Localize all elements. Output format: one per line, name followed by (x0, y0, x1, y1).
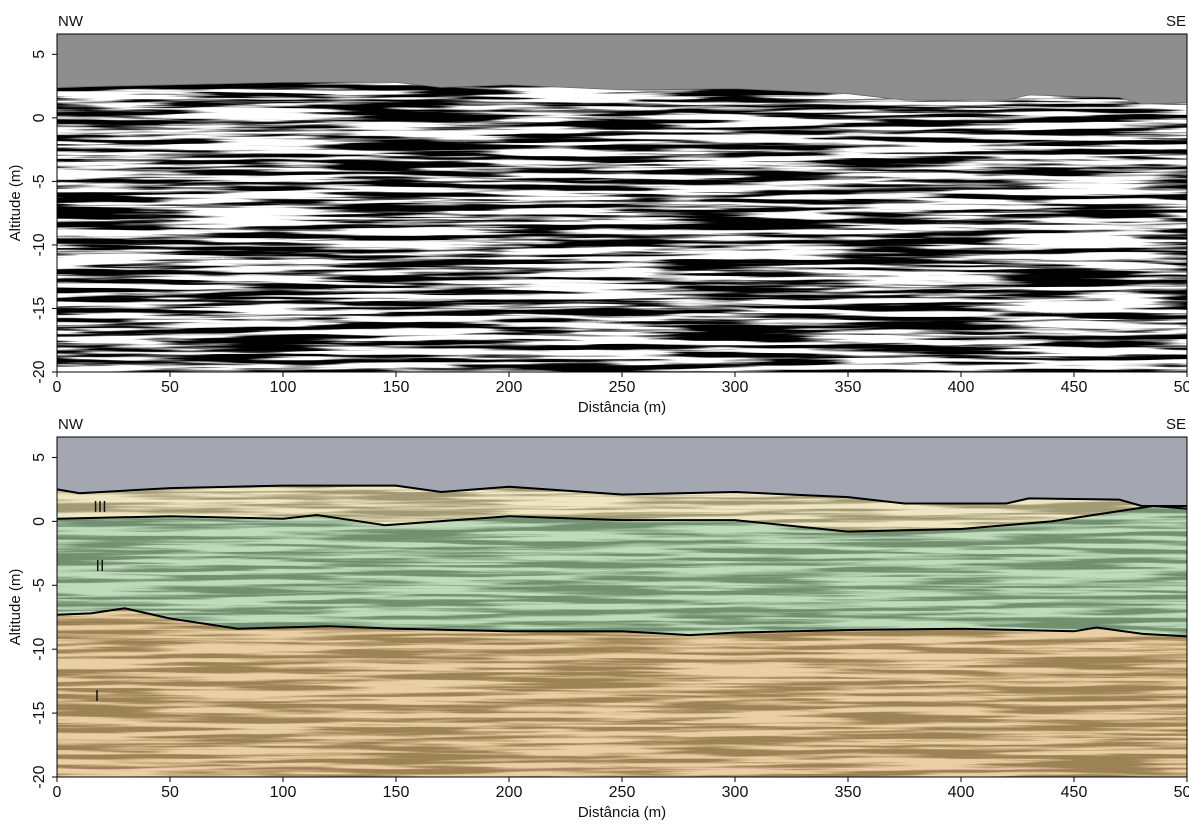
layer-label: III (93, 499, 106, 516)
y-tick-label: -15 (31, 297, 48, 320)
x-tick-label: 300 (722, 379, 749, 396)
right-label: SE (1166, 416, 1186, 433)
x-tick-label: 500 (1174, 784, 1189, 801)
y-tick-label: -20 (31, 765, 48, 788)
x-tick-label: 0 (53, 784, 62, 801)
y-tick-label: -10 (31, 638, 48, 661)
panel: IIIIII050100150200250300350400450500-20-… (7, 416, 1189, 821)
x-tick-label: 100 (270, 379, 297, 396)
radargram-texture (57, 82, 1187, 372)
y-tick-label: -5 (31, 578, 48, 592)
horizon-line (56, 607, 1188, 638)
radargram (57, 82, 1187, 372)
horizon-line (56, 81, 1188, 105)
x-tick-label: 150 (383, 379, 410, 396)
x-axis-title: Distância (m) (578, 399, 666, 416)
y-tick-label: 0 (31, 113, 48, 122)
x-tick-label: 200 (496, 784, 523, 801)
x-tick-label: 250 (609, 379, 636, 396)
x-tick-label: 350 (835, 784, 862, 801)
layer-label: II (96, 558, 105, 575)
x-axis-title: Distância (m) (578, 804, 666, 821)
y-axis-title: Altitude (m) (7, 569, 24, 646)
x-tick-label: 400 (948, 784, 975, 801)
x-tick-label: 500 (1174, 379, 1189, 396)
x-tick-label: 350 (835, 379, 862, 396)
x-tick-label: 450 (1061, 784, 1088, 801)
y-tick-label: -20 (31, 360, 48, 383)
y-tick-label: -5 (31, 174, 48, 188)
x-tick-label: 400 (948, 379, 975, 396)
x-tick-label: 250 (609, 784, 636, 801)
x-tick-label: 50 (161, 784, 179, 801)
left-label: NW (58, 416, 84, 433)
x-tick-label: 0 (53, 379, 62, 396)
horizon-line (56, 504, 1188, 533)
x-tick-label: 50 (161, 379, 179, 396)
layer-label: I (95, 688, 99, 705)
x-tick-label: 450 (1061, 379, 1088, 396)
y-tick-label: 5 (31, 50, 48, 59)
y-tick-label: 0 (31, 517, 48, 526)
y-tick-label: 5 (31, 453, 48, 462)
y-axis-title: Altitude (m) (7, 165, 24, 242)
horizon-line (56, 484, 1187, 507)
x-tick-label: 100 (270, 784, 297, 801)
right-label: SE (1166, 13, 1186, 30)
x-tick-label: 300 (722, 784, 749, 801)
y-tick-label: -15 (31, 701, 48, 724)
x-tick-label: 150 (383, 784, 410, 801)
panel: 050100150200250300350400450500-20-15-10-… (7, 13, 1189, 416)
y-tick-label: -10 (31, 233, 48, 256)
left-label: NW (58, 13, 84, 30)
x-tick-label: 200 (496, 379, 523, 396)
